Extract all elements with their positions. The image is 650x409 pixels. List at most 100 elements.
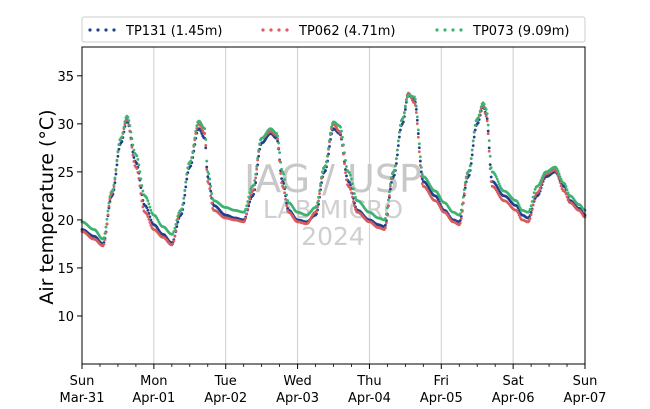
data-point — [537, 189, 541, 193]
data-point — [141, 189, 145, 193]
data-point — [139, 177, 143, 181]
legend-label: TP131 (1.45m) — [125, 24, 222, 39]
data-point — [482, 103, 486, 106]
data-point — [207, 172, 211, 176]
data-point — [140, 184, 144, 187]
data-point — [320, 175, 323, 179]
data-point — [516, 211, 520, 215]
data-point — [113, 181, 117, 185]
x-tick-label-day: Sun — [70, 374, 95, 389]
data-point — [115, 163, 119, 167]
data-point — [485, 117, 489, 121]
data-point — [563, 190, 567, 194]
data-point — [417, 146, 421, 150]
data-point — [285, 204, 288, 208]
data-point — [185, 177, 189, 181]
data-point — [384, 223, 387, 227]
data-point — [328, 139, 331, 142]
data-point — [348, 180, 351, 184]
data-point — [185, 172, 189, 176]
series-tp073 — [80, 93, 587, 241]
data-point — [107, 204, 111, 208]
data-point — [489, 166, 493, 170]
data-point — [176, 214, 180, 218]
data-point — [345, 178, 348, 182]
data-point — [385, 206, 389, 210]
data-point — [527, 219, 531, 223]
data-point — [419, 165, 423, 169]
data-point — [278, 151, 282, 155]
data-point — [174, 223, 178, 226]
data-point — [209, 194, 213, 198]
data-point — [559, 177, 563, 181]
data-point — [417, 142, 421, 146]
data-point — [285, 193, 288, 197]
data-point — [350, 191, 353, 195]
data-point — [279, 172, 283, 175]
data-point — [191, 150, 195, 154]
data-point — [114, 172, 118, 176]
data-point — [487, 139, 491, 143]
data-point — [276, 137, 280, 141]
legend-marker — [451, 28, 455, 32]
data-point — [120, 140, 124, 143]
data-point — [132, 148, 136, 152]
data-point — [126, 115, 130, 119]
data-point — [487, 149, 491, 153]
data-point — [102, 236, 106, 240]
data-point — [246, 200, 250, 203]
x-tick-label-date: Apr-03 — [276, 391, 319, 406]
data-point — [345, 165, 348, 168]
data-point — [210, 192, 214, 195]
data-point — [416, 128, 420, 132]
data-point — [135, 154, 139, 158]
x-tick-label-day: Wed — [283, 374, 311, 389]
data-point — [106, 213, 110, 217]
data-point — [412, 95, 416, 99]
data-point — [139, 192, 143, 195]
data-point — [340, 129, 343, 133]
data-point — [318, 192, 321, 195]
data-point — [173, 234, 177, 238]
data-point — [467, 173, 471, 177]
data-point — [467, 168, 471, 172]
legend-frame — [81, 16, 586, 43]
data-point — [117, 143, 121, 146]
legend-marker — [96, 28, 100, 32]
data-point — [127, 119, 131, 123]
data-point — [486, 129, 490, 133]
data-point — [208, 187, 212, 191]
legend-marker — [261, 28, 265, 32]
data-point — [463, 183, 467, 187]
data-point — [458, 221, 462, 225]
data-point — [258, 142, 262, 146]
data-point — [252, 183, 256, 187]
data-point — [145, 212, 149, 216]
data-point — [486, 132, 490, 136]
data-point — [394, 162, 398, 165]
data-point — [398, 123, 402, 127]
data-point — [386, 204, 390, 208]
data-point — [175, 225, 179, 229]
data-point — [253, 179, 257, 183]
y-axis: 10 15 20 25 30 35 — [57, 70, 82, 325]
data-point — [121, 131, 125, 135]
data-point — [349, 187, 352, 191]
data-point — [470, 148, 474, 152]
data-point — [388, 187, 392, 191]
data-point — [180, 212, 184, 216]
data-point — [135, 162, 139, 165]
x-tick-label-date: Apr-05 — [420, 391, 463, 406]
data-point — [459, 217, 463, 220]
data-point — [138, 170, 142, 174]
data-point — [420, 172, 424, 176]
data-point — [117, 147, 121, 151]
data-point — [563, 182, 567, 186]
data-point — [199, 129, 203, 133]
data-point — [469, 157, 473, 161]
data-point — [194, 129, 198, 133]
data-point — [116, 150, 120, 153]
data-point — [182, 196, 186, 200]
data-point — [415, 115, 419, 119]
data-point — [394, 157, 398, 161]
